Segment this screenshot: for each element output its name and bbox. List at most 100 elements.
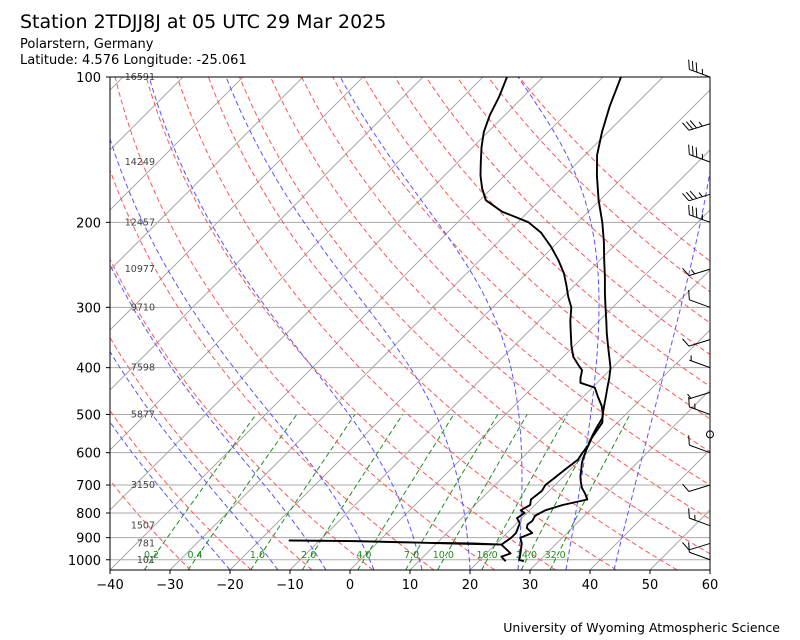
height-label: 101 bbox=[137, 555, 155, 566]
height-label: 1507 bbox=[131, 521, 155, 532]
moist-adiabat-line bbox=[110, 350, 279, 570]
plot-frame bbox=[109, 76, 711, 571]
x-tick-label: −20 bbox=[216, 578, 243, 593]
wind-barb bbox=[682, 542, 711, 551]
dry-adiabat-line bbox=[110, 409, 252, 570]
moist-adiabat-line bbox=[110, 263, 327, 570]
wind-barb bbox=[688, 204, 711, 223]
chart-title: Station 2TDJJ8J at 05 UTC 29 Mar 2025 bbox=[20, 11, 387, 33]
isotherm-line bbox=[110, 77, 124, 91]
wind-barb bbox=[682, 483, 711, 492]
mixing-ratio-label: 0.4 bbox=[187, 550, 202, 561]
barb-shaft bbox=[689, 517, 711, 527]
chart-annotations: 0.2 0.4 1.0 2.0 4.0 7.0 10.0 16.0 24.0 32.0165911… bbox=[125, 72, 566, 566]
dry-adiabat-line bbox=[145, 77, 556, 570]
barb-shaft bbox=[689, 551, 711, 561]
y-tick-label: 400 bbox=[76, 362, 101, 377]
barb-half-flag bbox=[690, 269, 696, 275]
barb-shaft bbox=[688, 268, 711, 277]
barb-flag bbox=[691, 206, 694, 217]
isotherm-line bbox=[110, 77, 184, 151]
dry-adiabat-line bbox=[207, 77, 678, 570]
barb-flag bbox=[682, 193, 690, 202]
barb-flag bbox=[688, 435, 690, 446]
barb-shaft bbox=[688, 123, 711, 131]
wind-barb bbox=[682, 267, 711, 277]
mixing-ratio-label: 32.0 bbox=[545, 550, 566, 561]
x-tick-label: 30 bbox=[522, 578, 539, 593]
height-label: 14249 bbox=[125, 157, 155, 168]
mixing-ratio-label: 10.0 bbox=[433, 550, 454, 561]
barb-half-flag bbox=[687, 393, 692, 399]
dry-adiabat-line bbox=[114, 77, 495, 570]
mixing-ratio-label: 0.2 bbox=[144, 550, 159, 561]
wind-barb bbox=[688, 289, 711, 308]
barb-flag bbox=[688, 204, 690, 215]
barb-shaft bbox=[688, 542, 711, 551]
x-tick-label: 0 bbox=[346, 578, 354, 593]
mixing-ratio-line bbox=[357, 414, 455, 570]
mixing-ratio-label: 16.0 bbox=[477, 550, 498, 561]
x-tick-label: 10 bbox=[402, 578, 419, 593]
barb-flag bbox=[688, 59, 690, 70]
dry-adiabat-line bbox=[110, 479, 191, 570]
mixing-ratio-line bbox=[405, 414, 499, 570]
barb-flag bbox=[685, 191, 694, 200]
isotherm-line bbox=[349, 209, 710, 570]
y-tick-label: 800 bbox=[76, 507, 101, 522]
dry-adiabat-line bbox=[394, 77, 710, 388]
barb-shaft bbox=[689, 444, 711, 454]
mixing-ratio-label: 24.0 bbox=[516, 550, 537, 561]
dry-adiabat-line bbox=[301, 77, 710, 486]
barb-shaft bbox=[689, 299, 711, 308]
barb-flag bbox=[682, 267, 690, 276]
barb-flag bbox=[689, 190, 698, 199]
wind-barb bbox=[688, 508, 711, 527]
barb-shaft bbox=[689, 406, 711, 415]
barb-flag bbox=[688, 397, 690, 407]
barb-flag bbox=[689, 120, 698, 129]
isotherm-line bbox=[469, 329, 710, 570]
moist-adiabat-line bbox=[110, 137, 375, 570]
barb-flag bbox=[691, 145, 694, 156]
y-tick-label: 300 bbox=[76, 301, 101, 316]
isotherm-line bbox=[0, 77, 3, 570]
wind-barb bbox=[688, 542, 711, 561]
background-grid bbox=[0, 77, 710, 570]
barb-flag bbox=[682, 542, 690, 551]
y-tick-label: 900 bbox=[76, 532, 101, 547]
barb-half-flag bbox=[698, 192, 703, 198]
isotherm-line bbox=[110, 77, 544, 511]
barb-half-flag bbox=[698, 121, 703, 127]
moist-adiabat-line bbox=[517, 77, 600, 570]
isotherm-line bbox=[169, 77, 664, 570]
moist-adiabat-line bbox=[613, 168, 710, 570]
dry-adiabat-line bbox=[110, 336, 313, 570]
mixing-ratio-label: 7.0 bbox=[404, 550, 419, 561]
mixing-ratio-line bbox=[549, 414, 631, 570]
barb-flag bbox=[695, 207, 698, 218]
moist-adiabat-line bbox=[110, 421, 231, 570]
station-coordinates: Latitude: 4.576 Longitude: -25.061 bbox=[20, 53, 247, 68]
wind-barb bbox=[682, 338, 711, 347]
y-tick-label: 700 bbox=[76, 479, 101, 494]
sounding-profiles bbox=[288, 77, 622, 563]
wind-barb bbox=[688, 397, 711, 415]
wind-barb bbox=[689, 355, 711, 369]
dry-adiabats bbox=[110, 77, 710, 570]
dewpoint-line bbox=[288, 77, 604, 562]
wind-barb bbox=[706, 430, 714, 439]
isotherm-line bbox=[110, 77, 364, 331]
height-label: 781 bbox=[137, 538, 155, 549]
wind-barbs bbox=[682, 59, 714, 561]
barb-flag bbox=[695, 147, 698, 158]
barb-flag bbox=[695, 62, 698, 73]
axes: −40 −30 −20 −10 0 10 20 30 40 50 60 100 200 300 400 500… bbox=[68, 71, 718, 593]
mixing-ratio-label: 4.0 bbox=[356, 550, 371, 561]
x-tick-label: 50 bbox=[642, 578, 659, 593]
calm-circle bbox=[706, 430, 714, 439]
y-tick-label: 1000 bbox=[68, 554, 101, 569]
dry-adiabat-line bbox=[110, 258, 374, 570]
dry-adiabat-line bbox=[425, 77, 710, 356]
mixing-ratio-lines bbox=[143, 414, 631, 570]
